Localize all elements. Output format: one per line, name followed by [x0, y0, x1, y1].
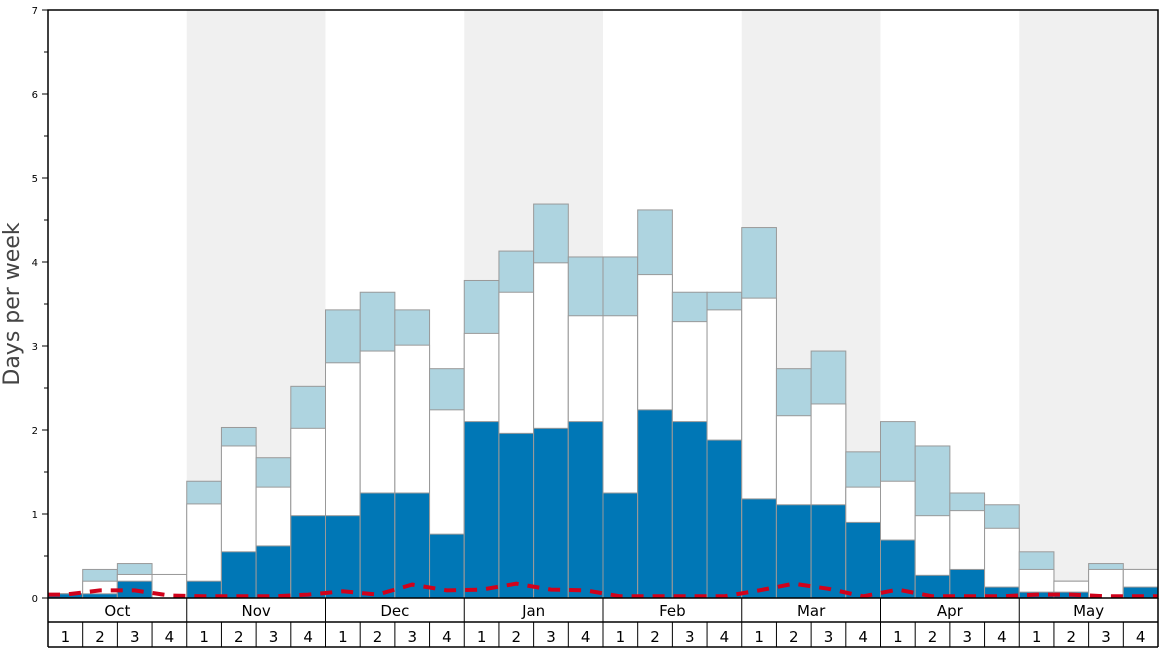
week-label: 2 [234, 628, 244, 646]
bar-bottom [810, 504, 847, 599]
week-label: 2 [95, 628, 105, 646]
bar-bottom [290, 515, 326, 599]
week-label: 3 [962, 628, 972, 646]
week-label: 1 [754, 628, 764, 646]
bar-bottom [775, 504, 812, 599]
bar-bottom [637, 409, 673, 599]
week-label: 4 [303, 628, 313, 646]
trend-line [48, 581, 1158, 599]
y-tick-label: 3 [32, 342, 38, 353]
bar-bottom [671, 421, 708, 599]
month-label-apr: Apr [937, 602, 964, 620]
week-label: 1 [477, 628, 487, 646]
bar-bottom [325, 515, 361, 599]
bar-bottom [255, 545, 292, 599]
bar-bottom [880, 539, 916, 599]
month-label-may: May [1073, 602, 1104, 620]
bar-bottom [706, 439, 743, 599]
trend-line-layer [48, 581, 1158, 599]
month-shade-may [1019, 10, 1158, 598]
y-tick-label: 0 [32, 594, 38, 605]
week-label: 4 [1136, 628, 1146, 646]
bar-bottom [463, 421, 500, 599]
bar-middle [984, 527, 1020, 599]
week-label: 3 [130, 628, 140, 646]
bar-bottom [741, 498, 777, 599]
month-label-feb: Feb [659, 602, 686, 620]
week-label: 2 [1067, 628, 1077, 646]
week-label: 1 [199, 628, 209, 646]
bar-bottom [567, 421, 604, 599]
y-tick-label: 4 [32, 258, 38, 269]
y-tick-label: 1 [32, 510, 38, 521]
bar-bottom [498, 432, 535, 599]
week-label: 1 [61, 628, 71, 646]
y-tick-label: 2 [32, 426, 38, 437]
week-label: 4 [581, 628, 591, 646]
bar-middle [1088, 568, 1124, 599]
month-label-nov: Nov [241, 602, 270, 620]
month-label-jan: Jan [521, 602, 545, 620]
week-label: 2 [650, 628, 660, 646]
bar-bottom [845, 521, 881, 599]
week-label: 1 [893, 628, 903, 646]
bar-bottom [394, 492, 431, 599]
x-axis: Oct Nov Dec Jan Feb Mar Apr May 1 2 3 4 1 2 3 4 1 2 3 4 1 2 3 4… [47, 598, 1159, 648]
week-label: 3 [546, 628, 556, 646]
y-axis: 0 1 2 3 4 5 6 7 [32, 6, 48, 605]
week-label: 4 [165, 628, 175, 646]
y-tick-label: 7 [32, 6, 38, 17]
week-label: 2 [512, 628, 522, 646]
week-label: 2 [789, 628, 799, 646]
week-label: 3 [685, 628, 695, 646]
week-label: 3 [1101, 628, 1111, 646]
bar-bottom [949, 568, 986, 599]
week-label: 3 [269, 628, 279, 646]
y-tick-label: 6 [32, 90, 38, 101]
week-label: 4 [720, 628, 730, 646]
week-label: 1 [616, 628, 626, 646]
bar-bottom [220, 551, 257, 599]
week-label: 2 [373, 628, 383, 646]
bar-bottom [602, 492, 639, 599]
week-label: 1 [1032, 628, 1042, 646]
bar-bottom [533, 427, 569, 599]
week-label: 4 [997, 628, 1007, 646]
y-axis-label: Days per week [0, 222, 25, 385]
week-label: 1 [338, 628, 348, 646]
y-tick-label: 5 [32, 174, 38, 185]
month-label-dec: Dec [380, 602, 409, 620]
week-label: 3 [407, 628, 417, 646]
week-label: 2 [928, 628, 938, 646]
bar-bottom [359, 492, 396, 599]
week-label: 3 [824, 628, 834, 646]
week-label: 4 [442, 628, 452, 646]
week-label: 4 [858, 628, 868, 646]
month-label-mar: Mar [797, 602, 826, 620]
month-label-oct: Oct [104, 602, 130, 620]
